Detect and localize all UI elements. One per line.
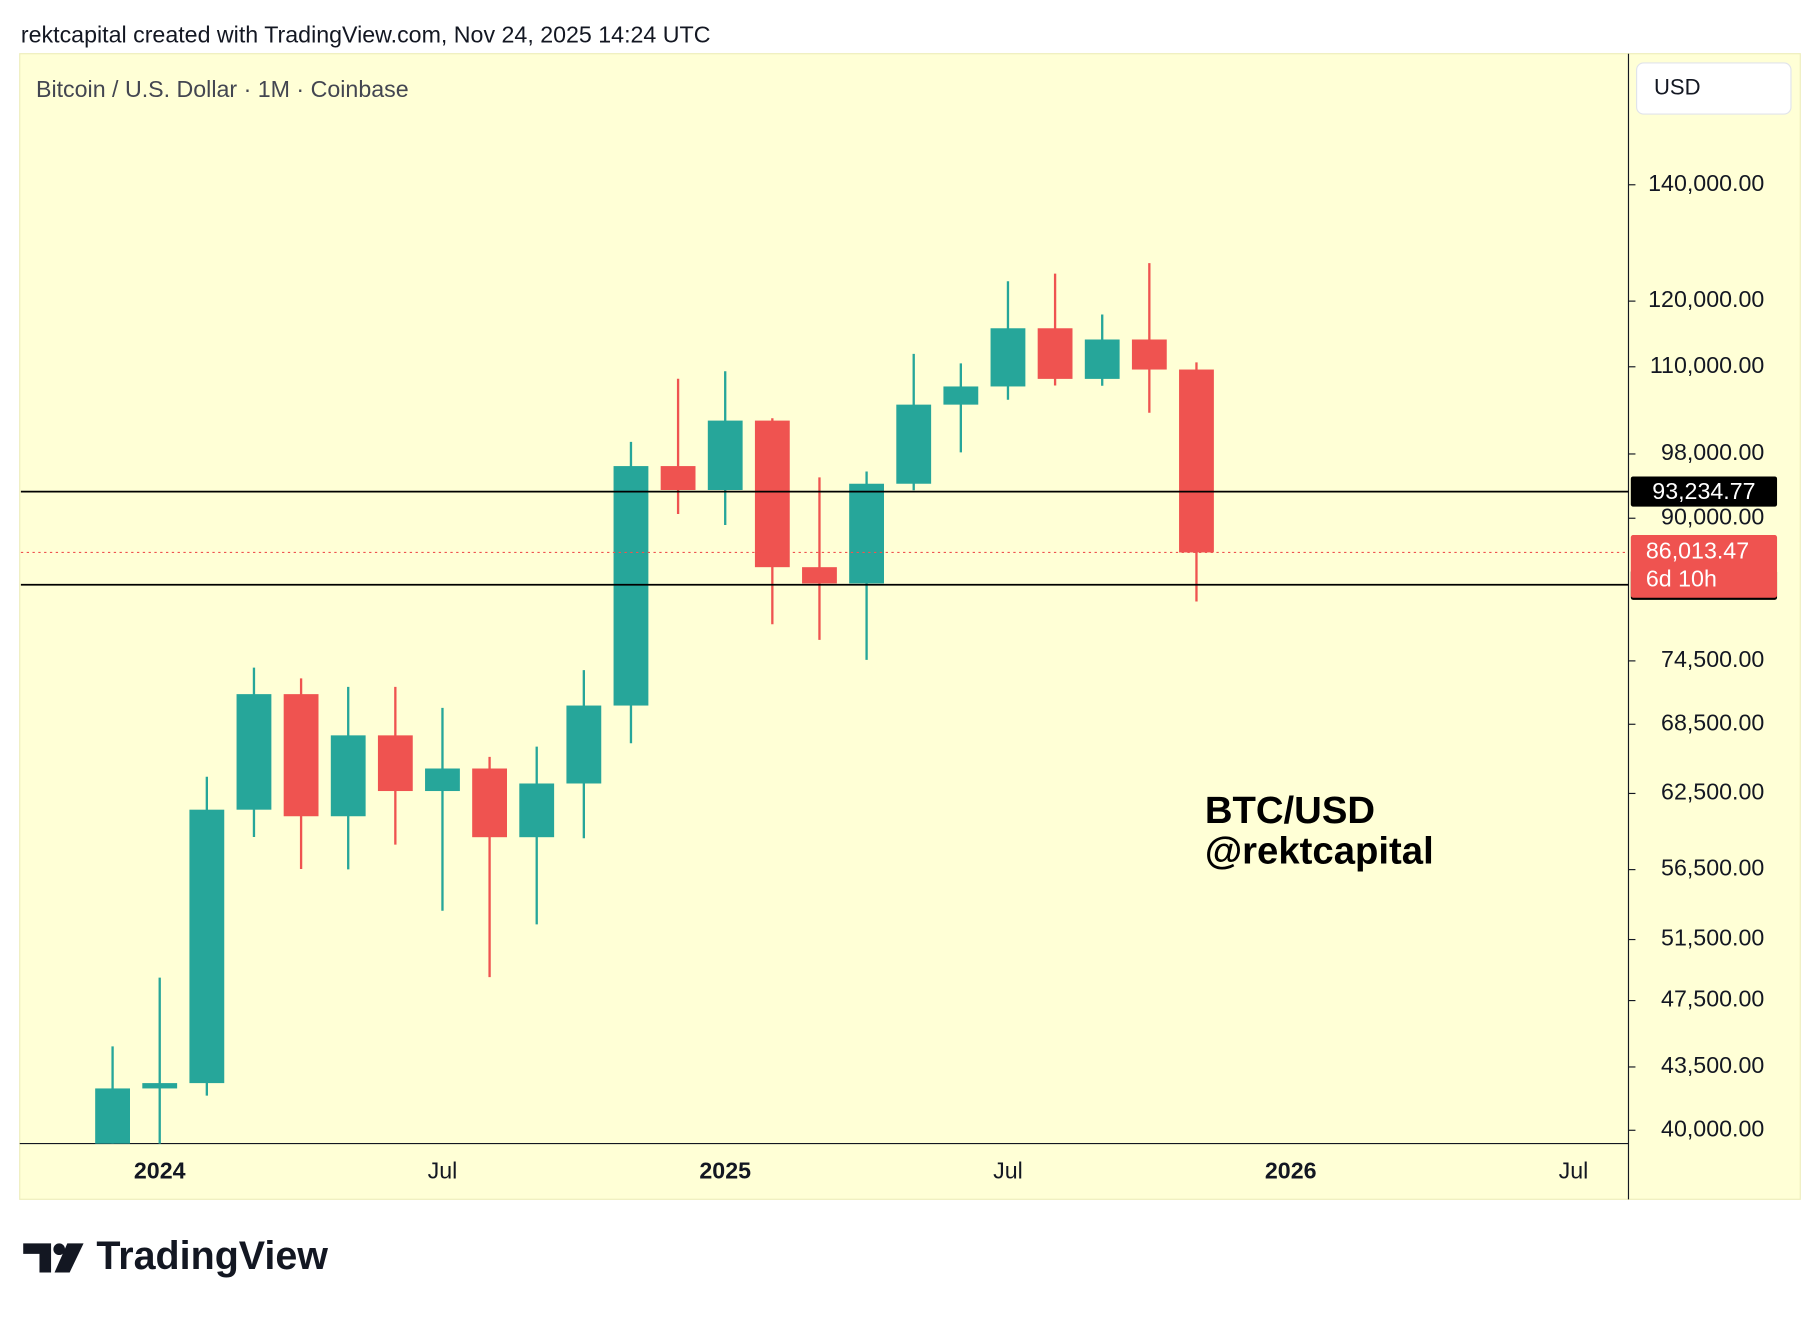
candle-body — [1131, 339, 1167, 370]
annotation: BTC/USD — [1205, 789, 1375, 832]
x-tick-label: Jul — [1559, 1158, 1589, 1184]
header: rektcapital created with TradingView.com… — [21, 21, 711, 47]
y-tick-label: 43,500.00 — [1661, 1052, 1764, 1078]
countdown-label: 6d 10h — [1646, 565, 1717, 591]
x-tick-label: Jul — [993, 1158, 1023, 1184]
candle-body — [472, 768, 507, 838]
candle-body — [566, 705, 602, 784]
annotation: @rektcapital — [1205, 830, 1434, 873]
x-tick-label: 2024 — [134, 1158, 186, 1184]
price-label: 93,234.77 — [1652, 478, 1755, 504]
candle-body — [425, 768, 460, 792]
candle-body — [613, 466, 649, 706]
candle-body — [849, 483, 884, 584]
candle-body — [802, 567, 837, 584]
candle-body — [990, 328, 1026, 387]
candle-body — [236, 694, 272, 810]
candle-body — [943, 386, 979, 405]
y-tick-label: 98,000.00 — [1661, 439, 1764, 465]
candle-body — [283, 694, 319, 817]
chart-title: Bitcoin / U.S. Dollar · 1M · Coinbase — [36, 76, 409, 102]
candle-body — [519, 783, 555, 838]
candle-body — [660, 466, 696, 491]
x-tick-label: Jul — [428, 1158, 458, 1184]
y-tick-label: 140,000.00 — [1648, 170, 1764, 196]
currency-button[interactable] — [1636, 62, 1792, 115]
y-tick-label: 110,000.00 — [1650, 352, 1764, 378]
y-tick-label: 40,000.00 — [1661, 1115, 1764, 1141]
x-tick-label: 2026 — [1265, 1158, 1317, 1184]
candle-body — [1084, 339, 1120, 379]
candle-body — [142, 1083, 178, 1089]
candle-body — [896, 404, 932, 484]
y-tick-label: 90,000.00 — [1661, 503, 1764, 529]
y-tick-label: 120,000.00 — [1648, 286, 1764, 312]
current-price-box — [1630, 535, 1778, 598]
footer-brand: TradingView — [96, 1234, 328, 1278]
y-tick-label: 47,500.00 — [1661, 986, 1764, 1012]
candle-body — [377, 735, 413, 792]
y-tick-label: 51,500.00 — [1661, 925, 1764, 951]
current-price-label: 86,013.47 — [1646, 538, 1749, 564]
y-tick-label: 68,500.00 — [1661, 709, 1764, 735]
candle-body — [707, 420, 743, 491]
y-tick-label: 74,500.00 — [1661, 646, 1764, 672]
candle-body — [1179, 369, 1214, 553]
plot-area — [95, 263, 1214, 1144]
y-tick-label: 56,500.00 — [1661, 855, 1764, 881]
candle-body — [189, 809, 225, 1084]
tradingview-logo — [23, 1243, 84, 1273]
candle-body — [330, 735, 366, 817]
candle-body — [1037, 328, 1073, 379]
candle-body — [95, 1088, 130, 1144]
currency-label[interactable]: USD — [1654, 74, 1701, 99]
y-tick-label: 62,500.00 — [1661, 779, 1764, 805]
chart-background — [19, 53, 1801, 1200]
x-tick-label: 2025 — [699, 1158, 751, 1184]
price-label-box — [1630, 476, 1778, 507]
candle-body — [754, 420, 790, 568]
